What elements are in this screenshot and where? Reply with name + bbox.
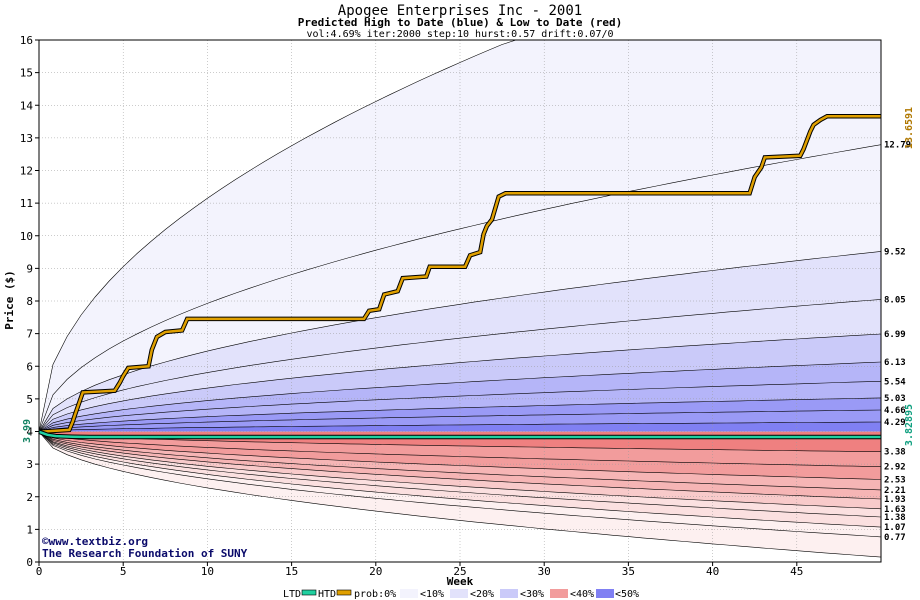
quantile-end-label: 3.38 — [884, 448, 906, 458]
quantile-end-label: 12.79 — [884, 141, 911, 151]
x-tick-label: 0 — [36, 565, 43, 578]
ltd-line — [38, 430, 881, 439]
quantile-end-label: 2.53 — [884, 475, 906, 485]
legend-swatch-20 — [500, 589, 518, 598]
y-tick-label: 12 — [20, 165, 33, 178]
quantile-end-label: 5.54 — [884, 377, 906, 387]
x-tick-label: 30 — [538, 565, 551, 578]
quantile-end-label: 1.38 — [884, 513, 906, 523]
y-tick-label: 5 — [26, 393, 33, 406]
quantile-end-label: 2.21 — [884, 486, 906, 496]
quantile-line-2 — [38, 251, 882, 432]
quantile-line-10 — [38, 431, 882, 452]
legend-htd-swatch — [336, 589, 352, 596]
legend-swatch-0 — [400, 589, 418, 598]
legend-ltd-label: LTD — [283, 589, 301, 600]
y-tick-label: 14 — [20, 99, 34, 112]
quantile-line-14 — [38, 431, 882, 500]
x-tick-label: 10 — [201, 565, 214, 578]
quantile-line-1 — [38, 144, 882, 432]
quantile-end-label: 4.66 — [884, 406, 906, 416]
x-tick-label: 20 — [369, 565, 382, 578]
legend-prob-label: prob:0% — [354, 589, 396, 600]
quantile-end-label: 1.63 — [884, 505, 906, 515]
htd-final-label: 13.6591 — [904, 107, 915, 149]
y-tick-label: 7 — [26, 328, 33, 341]
y-tick-label: 1 — [26, 523, 33, 536]
x-tick-label: 40 — [706, 565, 719, 578]
chart-params: vol:4.69% iter:2000 step:10 hurst:0.57 d… — [306, 29, 613, 40]
legend-lt40-label: <40% — [570, 589, 594, 600]
y-tick-label: 13 — [20, 132, 33, 145]
x-tick-label: 15 — [285, 565, 298, 578]
x-tick-label: 5 — [120, 565, 127, 578]
x-tick-label: 35 — [622, 565, 635, 578]
start-price-label: 3.99 — [22, 419, 33, 443]
quantile-end-label: 2.92 — [884, 463, 906, 473]
quantile-end-label: 6.99 — [884, 330, 906, 340]
y-tick-label: 10 — [20, 230, 33, 243]
x-tick-label: 25 — [453, 565, 466, 578]
quantile-line-18 — [38, 431, 882, 538]
ltd-final-label: 3.82895 — [904, 404, 915, 446]
legend-swatch-40 — [596, 589, 614, 598]
legend-swatch-30 — [550, 589, 568, 598]
legend-lt50-label: <50% — [615, 589, 639, 600]
quantile-end-label: 6.13 — [884, 358, 906, 368]
y-tick-label: 15 — [20, 67, 33, 80]
quantile-line-16 — [38, 431, 882, 518]
quantile-end-label: 9.52 — [884, 247, 906, 257]
legend-swatch-10 — [450, 589, 468, 598]
quantile-line-6 — [38, 381, 882, 433]
high-band-9 — [39, 422, 881, 432]
quantile-line-9 — [38, 421, 882, 433]
credit-foundation: The Research Foundation of SUNY — [42, 547, 248, 560]
quantile-lines: 12.79 9.52 8.05 6.99 6.13 5.54 5.03 4.66 4.29 3.3… — [38, 39, 911, 558]
y-tick-label: 0 — [26, 556, 33, 569]
quantile-end-label: 8.05 — [884, 295, 906, 305]
quantile-end-label: 4.29 — [884, 418, 906, 428]
quantile-line-17 — [38, 431, 882, 528]
quantile-end-label: 1.07 — [884, 523, 906, 533]
quantile-line-5 — [38, 361, 882, 433]
quantile-line-4 — [38, 333, 882, 433]
axes: 0 5 10 15 20 25 30 35 40 450123456789101112131415… — [20, 34, 882, 578]
quantile-end-label: 5.03 — [884, 394, 906, 404]
y-tick-label: 11 — [20, 197, 33, 210]
quantile-line-11 — [38, 431, 882, 467]
quantile-line-7 — [38, 397, 882, 433]
legend-lt20-label: <20% — [470, 589, 494, 600]
y-tick-label: 4 — [26, 426, 33, 439]
htd-line — [38, 115, 881, 434]
y-tick-label: 8 — [26, 295, 33, 308]
legend-lt30-label: <30% — [520, 589, 544, 600]
quantile-line-13 — [38, 431, 882, 491]
legend: LTD HTD prob:0% <10% <20% <30% <40% <50% — [283, 589, 639, 600]
quantile-line-12 — [38, 431, 882, 480]
x-tick-label: 45 — [790, 565, 803, 578]
chart-subtitle: Predicted High to Date (blue) & Low to D… — [298, 16, 623, 29]
quantile-end-label: 0.77 — [884, 533, 906, 543]
quantile-line-3 — [38, 299, 882, 432]
legend-ltd-swatch — [301, 589, 317, 596]
chart-title: Apogee Enterprises Inc - 2001 — [338, 3, 582, 19]
x-axis-label: Week — [447, 575, 474, 588]
y-axis-label: Price ($) — [3, 270, 16, 330]
y-tick-label: 16 — [20, 34, 33, 47]
legend-lt10-label: <10% — [420, 589, 444, 600]
y-tick-label: 3 — [26, 458, 33, 471]
y-tick-label: 2 — [26, 491, 33, 504]
y-tick-label: 9 — [26, 262, 33, 275]
quantile-end-label: 1.93 — [884, 495, 906, 505]
quantile-line-19 — [38, 431, 882, 558]
series-lines — [38, 114, 881, 440]
y-tick-label: 6 — [26, 360, 33, 373]
credit-website: ©www.textbiz.org — [42, 535, 148, 548]
quantile-line-15 — [38, 431, 882, 510]
legend-htd-label: HTD — [318, 589, 336, 600]
quantile-line-8 — [38, 409, 882, 433]
